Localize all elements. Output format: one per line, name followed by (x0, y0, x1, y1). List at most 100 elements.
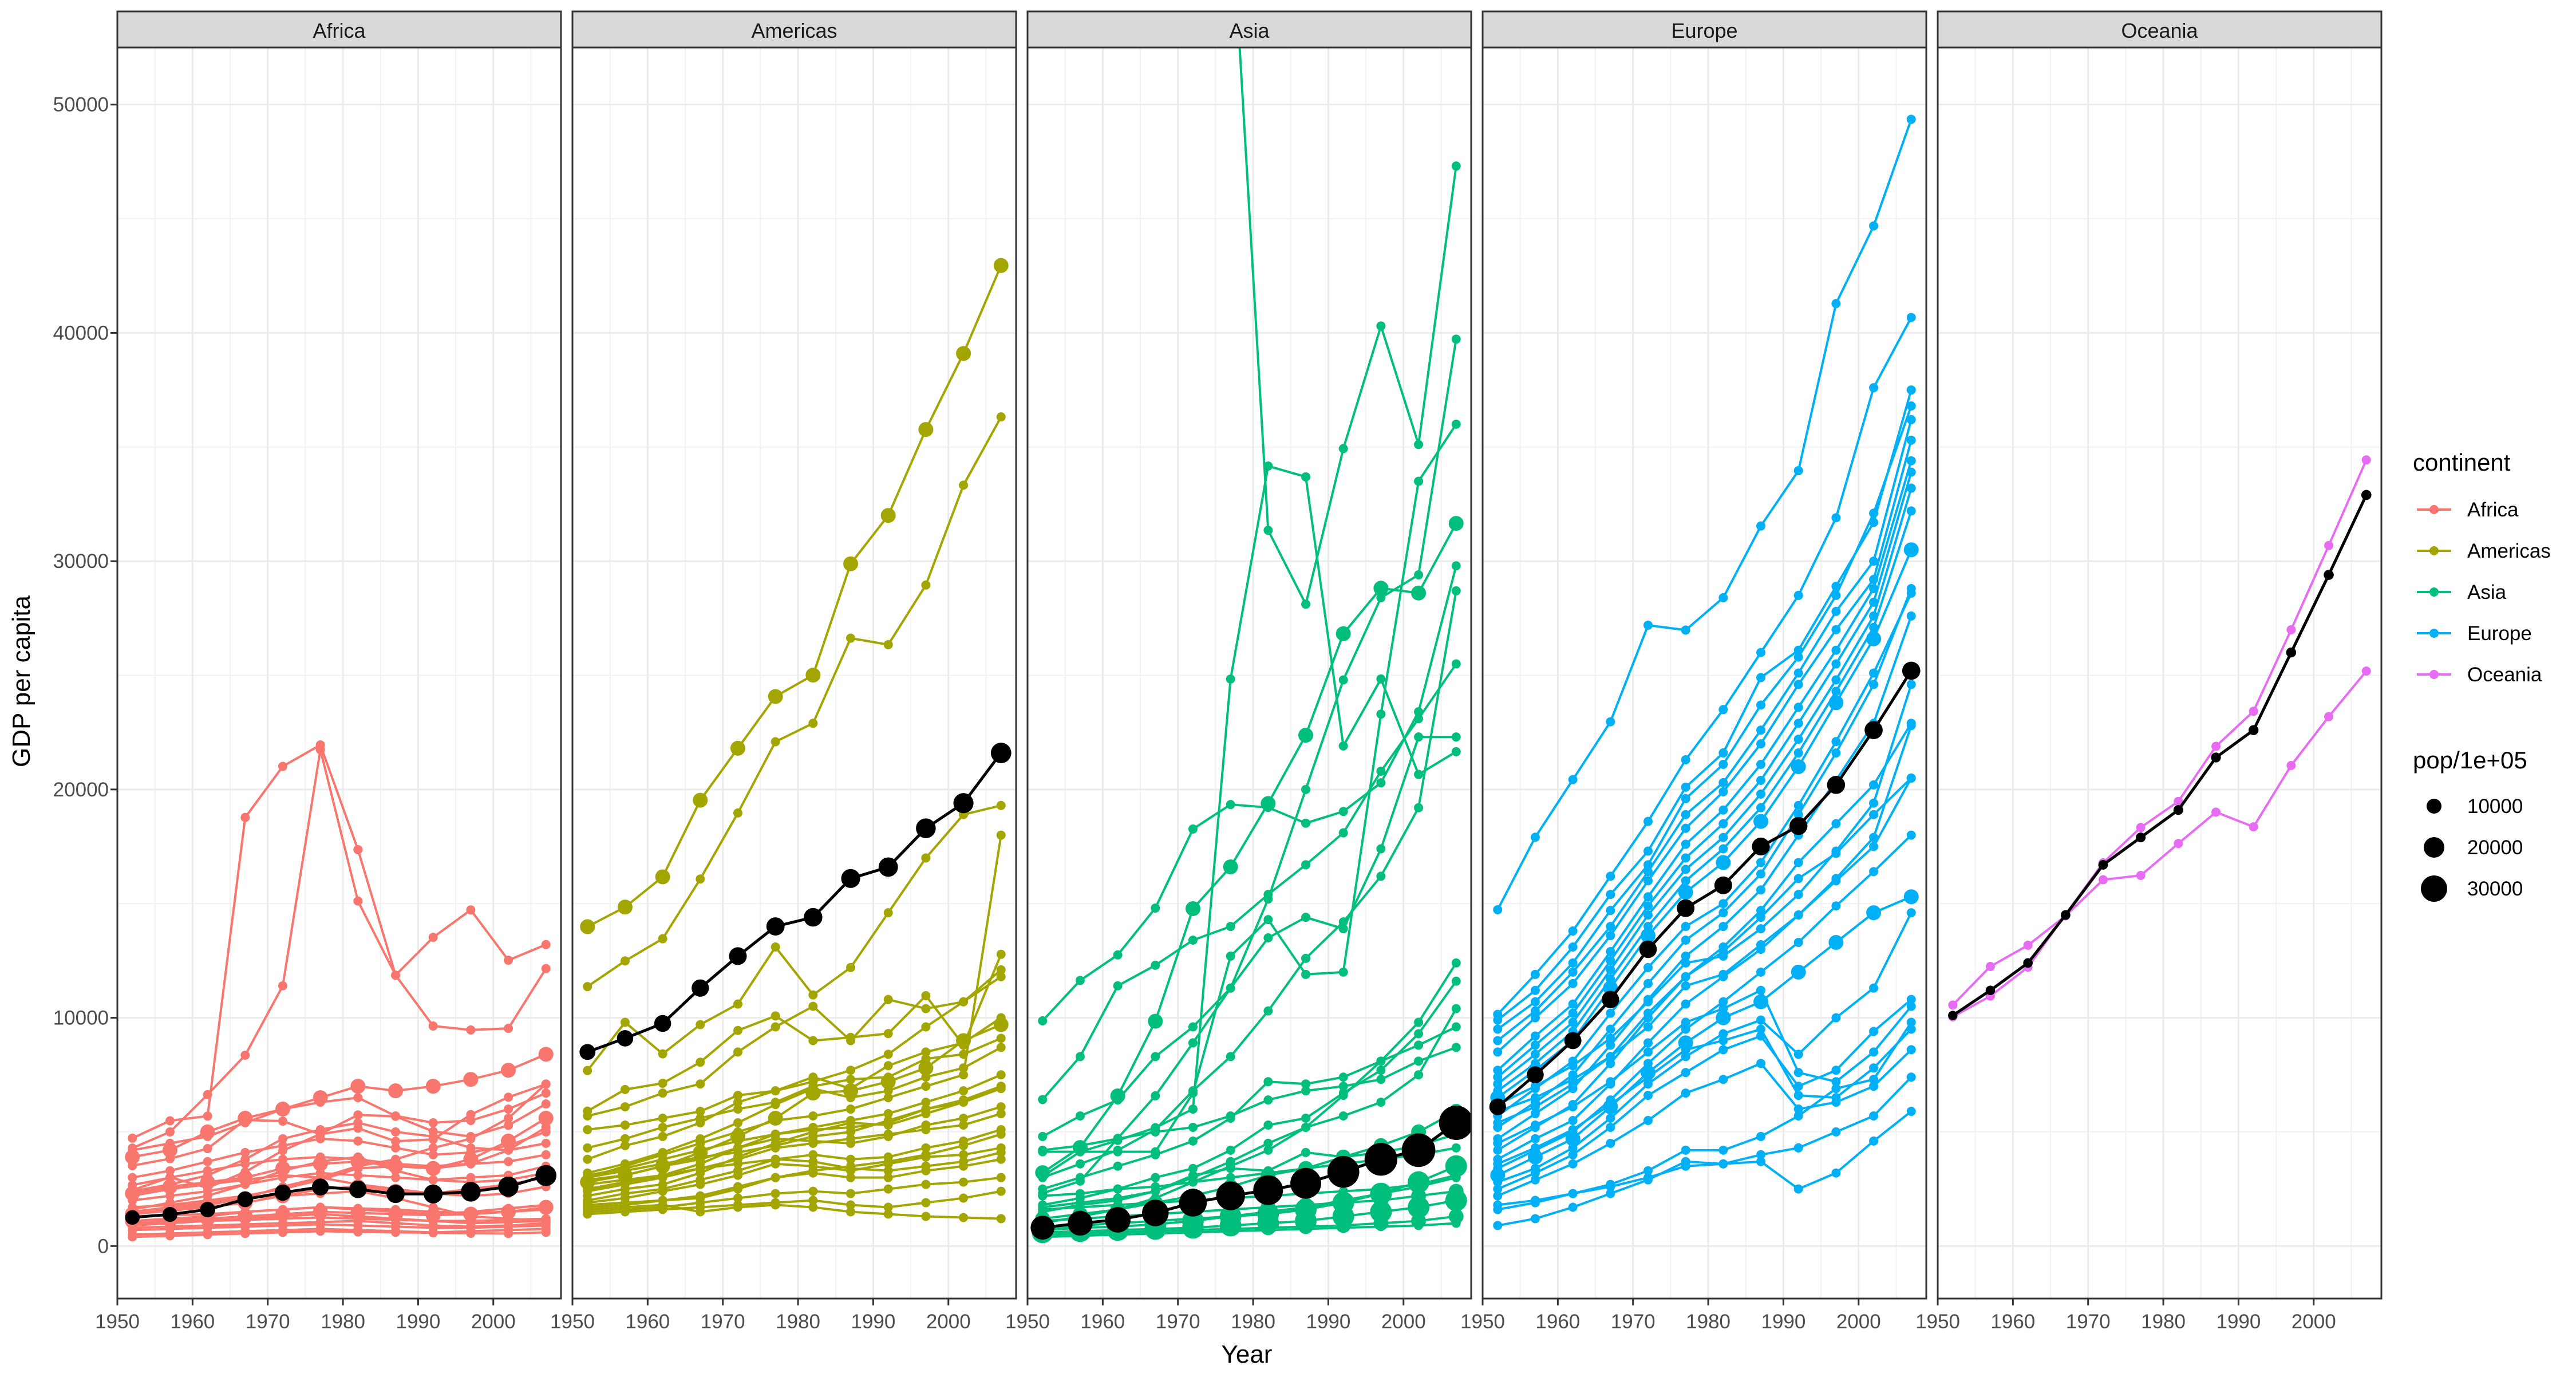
series-point (1451, 732, 1461, 742)
series-point (1451, 1218, 1461, 1228)
series-line (1041, 565, 1457, 1022)
series-point (1718, 705, 1728, 715)
series-point (538, 1111, 554, 1126)
series-point (538, 1047, 554, 1062)
series-point (658, 1078, 667, 1088)
series-point (883, 1131, 893, 1141)
data-layer (1948, 455, 2372, 1021)
series-point (1530, 969, 1540, 979)
series-point (733, 999, 742, 1009)
series-point (1718, 1004, 1728, 1013)
series-point (696, 1134, 705, 1143)
series-point (846, 1189, 856, 1198)
series-point (1869, 1063, 1879, 1073)
series-point (541, 1079, 551, 1089)
series-point (1336, 1195, 1351, 1210)
series-point (883, 995, 893, 1004)
series-point (1263, 461, 1273, 471)
series-point (1151, 1052, 1160, 1062)
series-line (587, 1037, 1002, 1149)
series-line (1042, 736, 1456, 1138)
series-point (1568, 1189, 1578, 1198)
series-point (1866, 631, 1882, 646)
size-legend-label: 10000 (2467, 795, 2523, 818)
series-point (128, 1173, 137, 1182)
series-point (203, 1228, 212, 1237)
series-point (846, 1122, 856, 1132)
series-point (883, 1061, 893, 1071)
series-point (1263, 933, 1273, 943)
series-point (1903, 889, 1919, 905)
average-point (878, 857, 898, 877)
series-point (733, 1193, 742, 1203)
series-point (1530, 1093, 1540, 1103)
series-line (587, 1204, 1001, 1220)
series-point (1451, 1022, 1461, 1032)
series-point (1606, 1052, 1615, 1062)
series-point (1681, 972, 1690, 981)
series-point (501, 1204, 516, 1220)
series-point (808, 1202, 818, 1212)
series-point (388, 1158, 404, 1174)
series-point (658, 1122, 667, 1132)
series-point (1869, 680, 1879, 689)
y-tick-label: 20000 (53, 779, 109, 801)
series-point (350, 1205, 366, 1221)
series-point (1263, 1006, 1273, 1016)
average-point (386, 1185, 405, 1204)
x-tick-label: 1950 (1460, 1311, 1505, 1333)
series-point (1376, 1184, 1386, 1194)
average-point (2248, 725, 2259, 735)
series-line (132, 1155, 547, 1211)
series-point (846, 1115, 856, 1125)
series-point (733, 1025, 742, 1035)
average-point (2324, 570, 2334, 580)
series-point (1568, 1008, 1578, 1018)
series-point (238, 1170, 253, 1185)
series-point (959, 1161, 969, 1171)
series-point (883, 1072, 893, 1082)
series-line (587, 1112, 1002, 1193)
series-point (1948, 1000, 1958, 1010)
series-point (1113, 1193, 1123, 1203)
series-point (504, 1120, 513, 1130)
series-line (1042, 339, 1457, 1194)
series-point (658, 1184, 667, 1194)
series-point (733, 1166, 742, 1175)
x-tick-label: 1960 (625, 1311, 670, 1333)
series-point (1075, 1159, 1085, 1169)
series-point (1869, 798, 1879, 808)
series-point (583, 1184, 592, 1194)
series-point (1756, 1157, 1766, 1166)
facet-panel-americas: Americas 1950 1960 1970 1980 1990 2000 (550, 10, 1017, 1333)
series-point (1869, 1027, 1879, 1036)
series-point (918, 422, 934, 437)
series-point (696, 1114, 705, 1123)
series-point (733, 1159, 742, 1169)
series-point (1530, 1168, 1540, 1178)
average-point (804, 908, 823, 927)
series-point (1906, 401, 1916, 411)
average-point (1030, 1216, 1055, 1240)
series-point (1451, 747, 1461, 756)
series-point (1681, 1145, 1690, 1155)
series-point (165, 1127, 175, 1137)
series-point (278, 762, 287, 771)
series-line (1498, 1110, 1912, 1206)
series-point (993, 258, 1009, 273)
series-point (1831, 874, 1841, 883)
series-point (1411, 585, 1427, 601)
series-point (883, 1202, 893, 1212)
series-line (1496, 472, 1913, 1078)
series-point (1869, 383, 1879, 393)
color-legend-title: continent (2413, 449, 2511, 476)
series-point (504, 1157, 513, 1166)
series-point (959, 1098, 969, 1107)
legend-label-americas: Americas (2467, 540, 2551, 562)
series-point (1263, 1095, 1273, 1105)
series-point (1756, 967, 1766, 977)
series-point (463, 1206, 479, 1222)
series-point (2361, 666, 2371, 676)
series-point (1451, 1043, 1461, 1052)
